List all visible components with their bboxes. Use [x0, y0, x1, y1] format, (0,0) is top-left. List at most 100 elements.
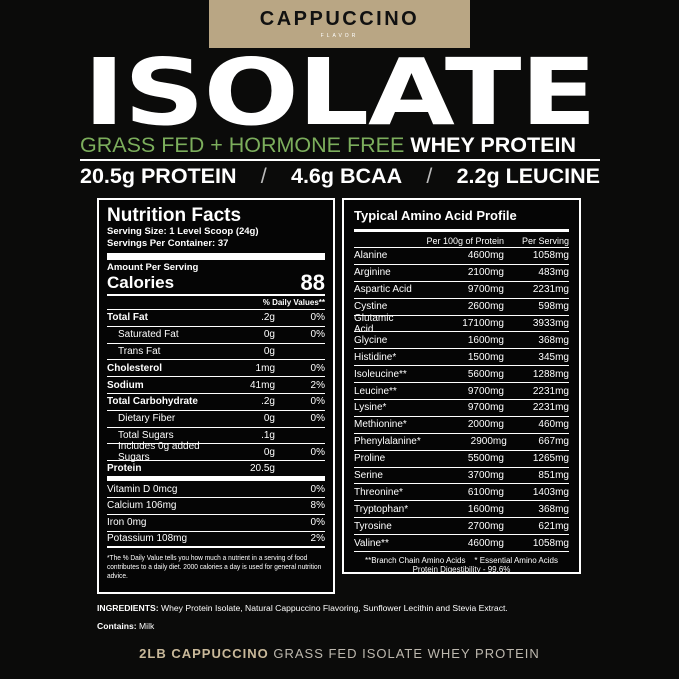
- nutrition-row: Calcium 106mg 8%: [107, 498, 325, 515]
- nutrient-name: Includes 0g added Sugars: [118, 441, 200, 464]
- amino-row: Alanine 4600mg 1058mg: [354, 248, 569, 265]
- nutrient-amount: .1g: [261, 429, 275, 441]
- amino-row: Phenylalanine* 2900mg 667mg: [354, 434, 569, 451]
- amino-per100: 9700mg: [467, 385, 504, 397]
- nutrient-dv: 0%: [310, 329, 325, 341]
- digestibility: Protein Digestibility - 99.6%: [412, 565, 511, 575]
- footer-line: 2LB CAPPUCCINO GRASS FED ISOLATE WHEY PR…: [0, 646, 679, 661]
- amino-per100: 2100mg: [467, 267, 504, 279]
- nutrient-name: Vitamin D 0mcg: [107, 483, 178, 495]
- servings-per-container: Servings Per Container: 37: [107, 238, 229, 249]
- contains-label: Contains:: [97, 621, 137, 631]
- amino-name: Threonine*: [354, 486, 403, 498]
- amino-per-serving: 368mg: [538, 334, 569, 346]
- nutrient-amount: .2g: [261, 396, 275, 408]
- amino-per100: 3700mg: [467, 470, 504, 482]
- amino-per-serving: 483mg: [538, 267, 569, 279]
- nutrient-name: Sodium: [107, 379, 144, 391]
- footer-rest: GRASS FED ISOLATE WHEY PROTEIN: [268, 646, 540, 661]
- nutrient-name: Iron 0mg: [107, 517, 147, 529]
- amino-name: Serine: [354, 470, 383, 482]
- amino-per100: 2600mg: [467, 301, 504, 313]
- flavor-name: CAPPUCCINO: [259, 8, 420, 30]
- nutrition-row: Includes 0g added Sugars 0g 0%: [107, 441, 325, 464]
- dv-header: % Daily Values**: [107, 296, 325, 310]
- nutrient-name: Cholesterol: [107, 362, 163, 374]
- amino-row: Aspartic Acid 9700mg 2231mg: [354, 282, 569, 299]
- footer-bold: 2LB CAPPUCCINO: [139, 646, 269, 661]
- separator: /: [260, 164, 267, 188]
- subtitle-green: GRASS FED + HORMONE FREE: [80, 133, 405, 157]
- amino-per-serving: 621mg: [538, 520, 569, 532]
- nutrient-name: Trans Fat: [118, 345, 161, 357]
- ingredients-label: INGREDIENTS:: [97, 603, 159, 613]
- stats-line: 20.5g PROTEIN / 4.6g BCAA / 2.2g LEUCINE: [80, 164, 600, 189]
- amino-row: Leucine** 9700mg 2231mg: [354, 383, 569, 401]
- amino-per100: 17100mg: [462, 318, 504, 329]
- amino-per-serving: 1403mg: [532, 486, 569, 498]
- nutrient-amount: 41mg: [249, 379, 275, 391]
- nutrient-name: Total Sugars: [118, 429, 174, 441]
- amino-row: Histidine* 1500mg 345mg: [354, 349, 569, 367]
- nutrient-dv: 2%: [310, 533, 325, 545]
- nutrition-row: Protein 20.5g: [107, 461, 325, 482]
- amino-per100: 1600mg: [467, 334, 504, 346]
- ingredients-text: Whey Protein Isolate, Natural Cappuccino…: [158, 603, 508, 613]
- nutrition-title: Nutrition Facts: [107, 205, 242, 226]
- amino-per-serving: 368mg: [538, 503, 569, 515]
- amino-name: Methionine*: [354, 419, 407, 431]
- nutrient-amount: 20.5g: [249, 463, 275, 475]
- amount-label: Amount Per Serving: [107, 262, 199, 273]
- nutrient-dv: 0%: [310, 483, 325, 495]
- amino-row: Isoleucine** 5600mg 1288mg: [354, 366, 569, 384]
- amino-name: Proline: [354, 453, 386, 465]
- flavor-band: CAPPUCCINO FLAVOR: [209, 0, 470, 48]
- amino-per100: 4600mg: [467, 537, 504, 549]
- amino-name: Cystine: [354, 301, 388, 313]
- amino-per100: 1600mg: [467, 503, 504, 515]
- nutrient-name: Saturated Fat: [118, 329, 179, 341]
- amino-per-serving: 2231mg: [532, 385, 569, 397]
- amino-name: Alanine: [354, 250, 388, 262]
- amino-name: Tryptophan*: [354, 503, 409, 515]
- amino-row: Valine** 4600mg 1058mg: [354, 535, 569, 553]
- stat-bcaa: 4.6g BCAA: [291, 164, 403, 188]
- ingredients: INGREDIENTS: Whey Protein Isolate, Natur…: [97, 603, 508, 613]
- nutrient-dv: 0%: [310, 413, 325, 425]
- serving-size: Serving Size: 1 Level Scoop (24g): [107, 226, 259, 237]
- amino-row: Threonine* 6100mg 1403mg: [354, 484, 569, 502]
- nutrition-row: Trans Fat 0g: [107, 344, 325, 361]
- amino-per-serving: 851mg: [538, 470, 569, 482]
- amino-name: Leucine**: [354, 385, 397, 397]
- amino-note: **Branch Chain Amino Acids * Essential A…: [365, 556, 558, 566]
- amino-name: Histidine*: [354, 351, 397, 363]
- amino-row: Glycine 1600mg 368mg: [354, 332, 569, 350]
- amino-per100: 1500mg: [467, 351, 504, 363]
- nutrient-dv: 0%: [310, 396, 325, 408]
- amino-per100: 5500mg: [467, 453, 504, 465]
- amino-row: Glutamic Acid 17100mg 3933mg: [354, 313, 569, 335]
- nutrition-row: Dietary Fiber 0g 0%: [107, 411, 325, 428]
- amino-per-serving: 2231mg: [532, 402, 569, 414]
- amino-per100: 2700mg: [467, 520, 504, 532]
- amino-per100: 6100mg: [467, 486, 504, 498]
- nutrient-dv: 8%: [310, 500, 325, 512]
- amino-per100: 2000mg: [467, 419, 504, 431]
- nutrient-amount: .2g: [261, 312, 275, 324]
- amino-per-serving: 345mg: [538, 351, 569, 363]
- nutrient-name: Total Carbohydrate: [107, 396, 198, 408]
- stat-leucine: 2.2g LEUCINE: [456, 164, 600, 188]
- amino-row: Serine 3700mg 851mg: [354, 468, 569, 485]
- amino-acid-panel: Typical Amino Acid Profile Per 100g of P…: [342, 198, 581, 574]
- calories-row: Calories 88: [107, 272, 325, 296]
- nutrient-name: Potassium 108mg: [107, 533, 188, 545]
- nutrition-row: Vitamin D 0mcg 0%: [107, 481, 325, 498]
- amino-per-serving: 667mg: [538, 436, 569, 448]
- contains-text: Milk: [136, 621, 155, 631]
- amino-per100: 5600mg: [467, 368, 504, 380]
- amino-title: Typical Amino Acid Profile: [354, 208, 517, 223]
- amino-row: Cystine 2600mg 598mg: [354, 299, 569, 316]
- amino-per100: 9700mg: [467, 402, 504, 414]
- stat-protein: 20.5g PROTEIN: [80, 164, 237, 188]
- footnote: *The % Daily Value tells you how much a …: [107, 553, 322, 581]
